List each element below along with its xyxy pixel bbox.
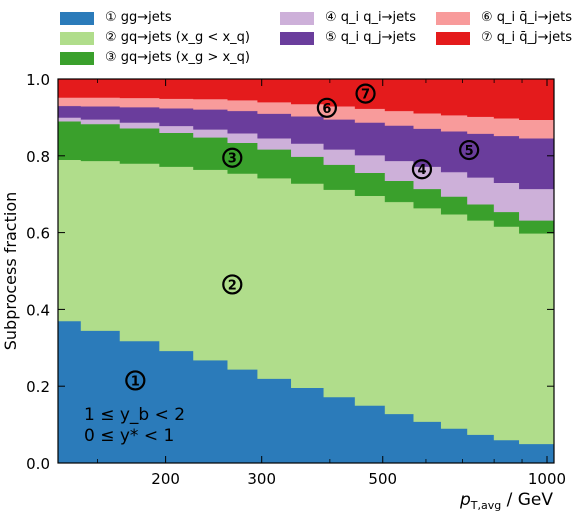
legend-label: ⑤ q_i q_j→jets (325, 30, 417, 45)
legend-swatch (436, 11, 470, 25)
region-marker-number: 3 (228, 152, 237, 167)
annotation-ystar-range: 0 ≤ y* < 1 (84, 426, 174, 446)
legend-label: ④ q_i q_i→jets (325, 10, 417, 25)
region-marker-circle (355, 83, 376, 104)
region-marker-number: 4 (417, 163, 426, 178)
x-tick-label: 300 (247, 470, 276, 488)
x-tick-label: 200 (151, 470, 180, 488)
region-markers: 1 2 3 4 5 6 7 (125, 83, 480, 391)
region-marker-circle (411, 159, 433, 180)
region-marker-circle (222, 147, 243, 168)
legend-item-s7: ⑦ q_i q̄_j→jets (436, 31, 572, 45)
legend-item-s1: ① gg→jets (60, 11, 172, 25)
region-marker-5: 5 (459, 139, 480, 161)
region-marker-number: 1 (131, 374, 140, 389)
legend-swatch (280, 11, 314, 25)
region-marker-number: 7 (361, 88, 370, 103)
legend-label: ② gq→jets (x_g < x_q) (105, 30, 250, 45)
y-tick-label: 0.8 (26, 148, 50, 166)
x-tick-label: 1000 (528, 470, 566, 488)
legend-label: ① gg→jets (105, 10, 172, 25)
legend-item-s6: ⑥ q_i q̄_i→jets (436, 11, 572, 25)
y-tick-label: 0.4 (26, 301, 50, 319)
x-axis-label: pT,avg / GeV (459, 490, 553, 512)
region-marker-circle (459, 139, 480, 161)
legend-label: ⑦ q_i q̄_j→jets (481, 30, 573, 45)
y-tick-label: 0.6 (26, 225, 50, 243)
legend-item-s4: ④ q_i q_i→jets (280, 11, 416, 25)
y-axis-label: Subprocess fraction (1, 192, 20, 350)
y-tick-label: 1.0 (26, 71, 50, 89)
plot-frame (57, 78, 555, 464)
y-tick-label: 0.0 (26, 455, 50, 473)
region-marker-circle (316, 97, 337, 118)
legend-item-s5: ⑤ q_i q_j→jets (280, 31, 416, 45)
legend-item-s2: ② gq→jets (x_g < x_q) (60, 31, 250, 45)
region-marker-number: 6 (322, 102, 331, 117)
legend-label: ⑥ q_i q̄_i→jets (481, 10, 573, 25)
plot-border (57, 78, 555, 464)
region-marker-1: 1 (125, 370, 146, 391)
legend-label: ③ gq→jets (x_g > x_q) (105, 50, 250, 65)
legend-swatch (60, 51, 94, 65)
region-marker-2: 2 (222, 274, 243, 295)
region-marker-7: 7 (355, 83, 376, 104)
region-marker-circle (222, 274, 243, 295)
legend: ① gg→jets ② gq→jets (x_g < x_q) ③ gq→jets … (0, 0, 580, 70)
legend-swatch (280, 31, 314, 45)
legend-item-s3: ③ gq→jets (x_g > x_q) (60, 51, 250, 65)
legend-swatch (60, 31, 94, 45)
region-marker-circle (125, 370, 146, 391)
region-marker-6: 6 (316, 97, 337, 118)
plot-areas (57, 78, 555, 464)
x-tick-label: 500 (368, 470, 397, 488)
region-marker-3: 3 (222, 147, 243, 168)
region-marker-4: 4 (411, 159, 433, 180)
y-tick-label: 0.2 (26, 378, 50, 396)
region-marker-number: 2 (228, 278, 237, 293)
axis-ticks: 0.0 0.2 0.4 0.6 0.8 1.0 200 300 500 1000 (26, 71, 566, 488)
legend-swatch (436, 31, 470, 45)
legend-swatch (60, 11, 94, 25)
annotation-yb-range: 1 ≤ y_b < 2 (84, 405, 185, 425)
region-marker-number: 5 (465, 144, 474, 159)
